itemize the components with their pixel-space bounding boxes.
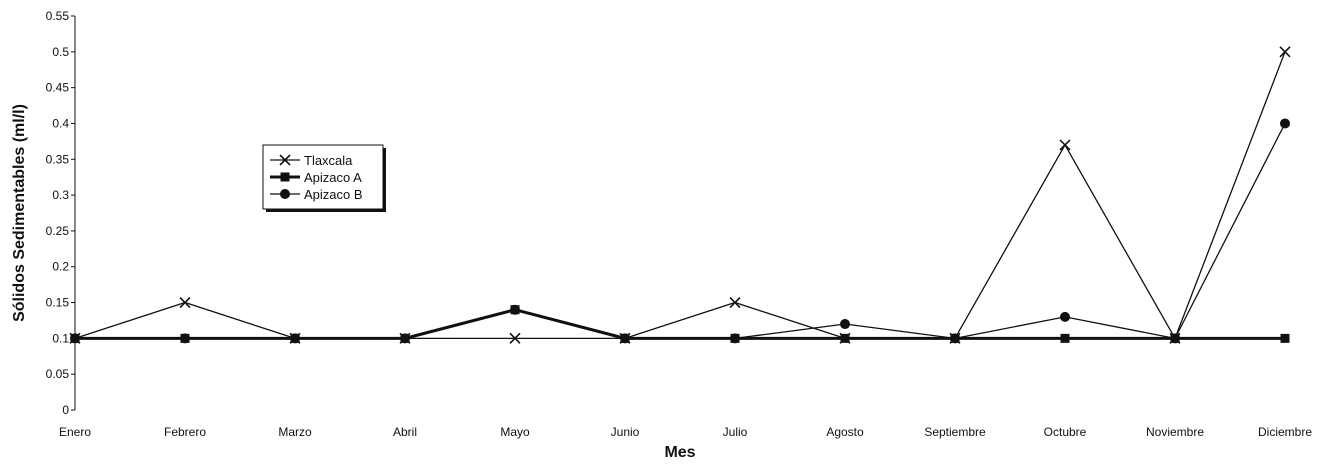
x-tick-label: Abril	[393, 425, 417, 439]
data-point	[1060, 333, 1070, 343]
legend-marker	[280, 172, 290, 182]
legend-label: Apizaco A	[304, 170, 362, 185]
x-tick-labels: Enero Febrero Marzo Abril Mayo Junio Julio Agos…	[59, 425, 1312, 439]
series-line	[75, 123, 1286, 340]
y-tick-label: 0.45	[46, 81, 70, 95]
data-point	[510, 304, 520, 315]
x-tick-label: Junio	[611, 425, 640, 439]
x-tick-label: Noviembre	[1146, 425, 1204, 439]
legend-entry: Tlaxcala	[270, 153, 353, 168]
x-tick-label: Febrero	[164, 425, 206, 439]
data-point	[179, 296, 191, 309]
data-point	[839, 332, 851, 344]
data-point	[949, 332, 961, 344]
x-tick-label: Mayo	[500, 425, 530, 439]
series-apizaco-b	[70, 118, 1290, 344]
x-tick-label: Agosto	[826, 425, 864, 439]
y-tick-label: 0.15	[46, 296, 70, 310]
y-tick-label: 0.3	[52, 188, 69, 202]
x-axis-title: Mes	[664, 444, 695, 461]
legend: Tlaxcala Apizaco A Apizaco B	[262, 144, 386, 212]
x-tick-label: Enero	[59, 425, 91, 439]
y-tick-label: 0.2	[52, 260, 69, 274]
data-point	[840, 319, 850, 330]
data-point	[1280, 333, 1290, 343]
legend-marker	[279, 154, 291, 166]
x-tick-label: Marzo	[278, 425, 312, 439]
data-point	[1169, 332, 1181, 344]
x-tick-label: Julio	[723, 425, 748, 439]
legend-label: Apizaco B	[304, 187, 363, 202]
data-point	[399, 332, 411, 344]
legend-marker	[280, 189, 290, 199]
y-tick-label: 0.05	[46, 367, 70, 381]
series-tlaxcala	[69, 46, 1291, 344]
data-point	[1279, 46, 1291, 58]
legend-entry: Apizaco B	[270, 187, 363, 202]
legend-label: Tlaxcala	[304, 153, 353, 168]
series-line	[74, 51, 1286, 340]
data-point	[509, 332, 521, 344]
plot-area	[69, 46, 1291, 344]
y-tick-label: 0	[62, 403, 69, 417]
data-point	[180, 333, 190, 344]
y-tick-label: 0.1	[52, 331, 69, 345]
data-point	[619, 332, 631, 344]
y-tick-label: 0.55	[46, 9, 70, 23]
y-tick-labels: 0 0.05 0.1 0.15 0.2 0.25 0.3 0.35 0.4 0.45 0.5 0.55	[46, 9, 75, 417]
series-apizaco-a	[70, 305, 1290, 343]
data-point	[1060, 311, 1070, 322]
data-point	[729, 296, 741, 309]
y-tick-label: 0.5	[52, 45, 69, 59]
data-point	[730, 333, 740, 344]
y-tick-label: 0.25	[46, 224, 70, 238]
y-axis-title: Sólidos Sedimentables (ml/l)	[11, 104, 28, 322]
x-tick-label: Octubre	[1044, 425, 1087, 439]
x-tick-label: Diciembre	[1258, 425, 1312, 439]
data-point	[1280, 118, 1290, 129]
data-point	[69, 332, 81, 344]
x-tick-label: Septiembre	[924, 425, 986, 439]
data-point	[289, 332, 301, 344]
data-point	[1059, 139, 1071, 151]
y-tick-label: 0.4	[52, 116, 69, 130]
legend-entry: Apizaco A	[270, 170, 362, 185]
y-tick-label: 0.35	[46, 152, 70, 166]
